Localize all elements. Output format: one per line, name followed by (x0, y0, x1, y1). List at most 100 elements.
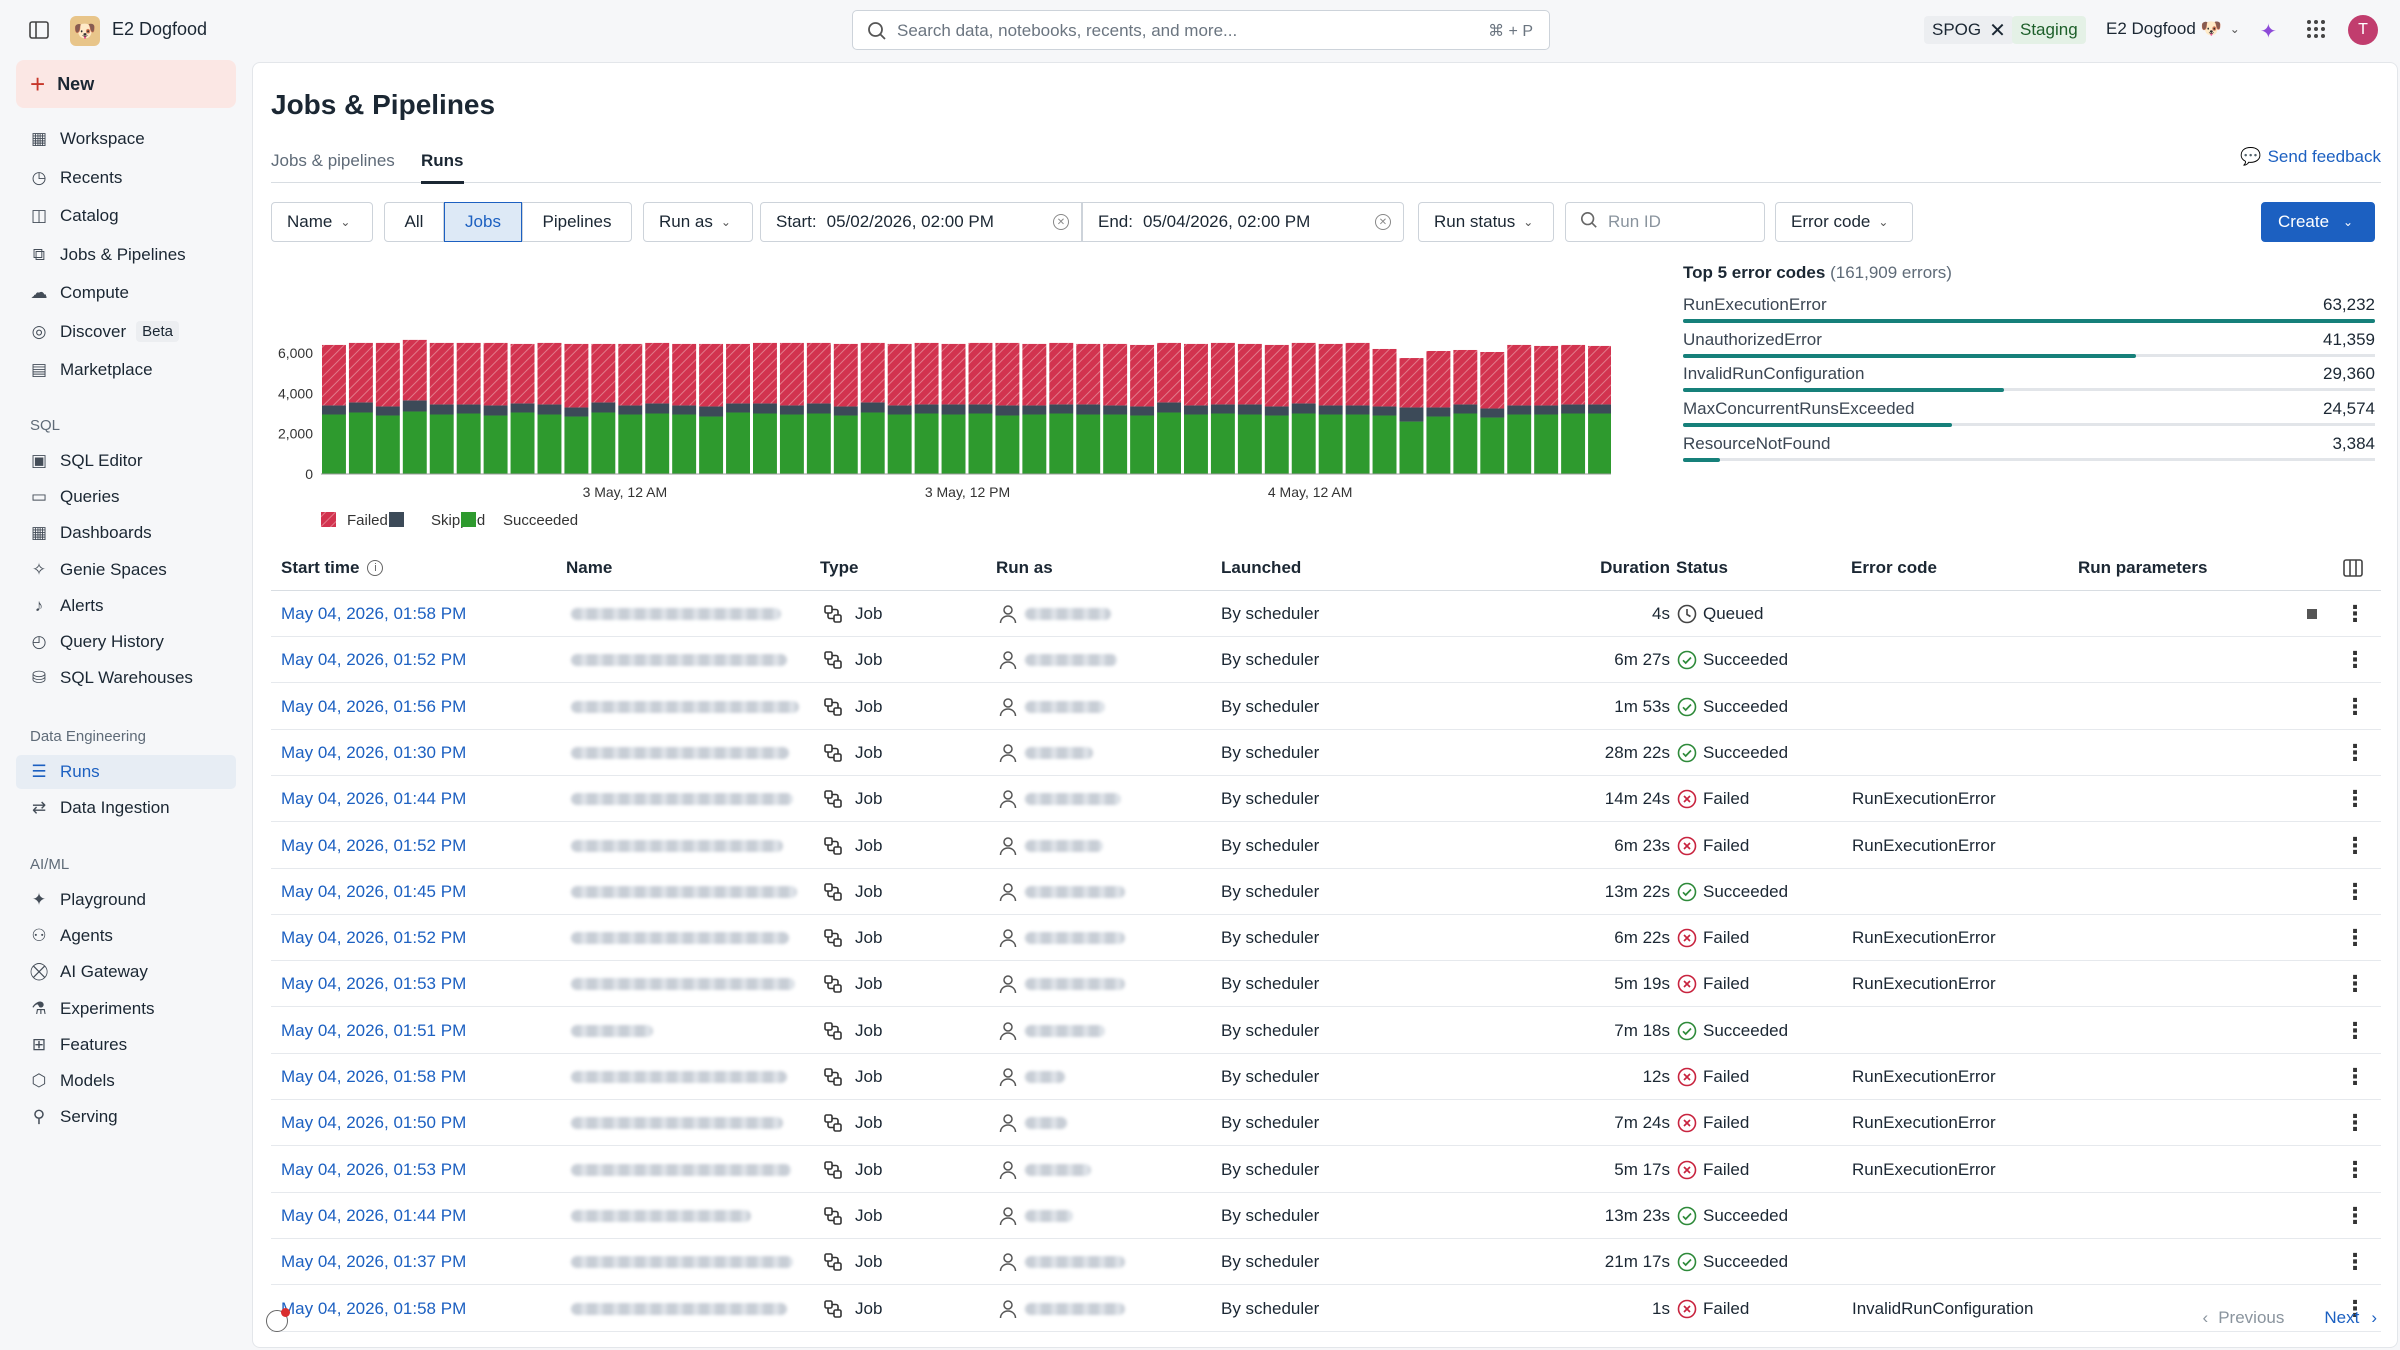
start-time-link[interactable]: May 04, 2026, 01:45 PM (281, 869, 466, 915)
kebab-menu-icon[interactable]: ⋮ (2344, 786, 2366, 812)
bar-skipped[interactable] (1022, 405, 1047, 415)
job-name[interactable] (571, 684, 799, 730)
bar-skipped[interactable] (833, 406, 858, 416)
bar-succeeded[interactable] (1049, 413, 1074, 475)
avatar[interactable]: T (2348, 15, 2378, 45)
run-status-filter[interactable]: Run status ⌄ (1418, 202, 1554, 242)
tab-runs[interactable]: Runs (421, 151, 464, 184)
job-name[interactable] (571, 1100, 783, 1146)
start-time-link[interactable]: May 04, 2026, 01:52 PM (281, 823, 466, 869)
bar-skipped[interactable] (1426, 407, 1451, 417)
bar-succeeded[interactable] (699, 416, 724, 474)
legend-label[interactable]: Succeeded (503, 512, 578, 529)
bar-succeeded[interactable] (806, 413, 831, 475)
col-error-code[interactable]: Error code (1851, 558, 1937, 577)
bar-succeeded[interactable] (645, 413, 670, 475)
sidebar-item-genie-spaces[interactable]: ✧ Genie Spaces (16, 553, 236, 587)
assistant-icon[interactable]: ✦ (2260, 21, 2277, 43)
bar-failed[interactable] (1076, 343, 1101, 405)
bar-failed[interactable] (591, 343, 616, 403)
bar-skipped[interactable] (645, 403, 670, 414)
bar-succeeded[interactable] (618, 414, 643, 474)
bar-failed[interactable] (672, 343, 697, 406)
job-name[interactable] (571, 869, 797, 915)
bar-skipped[interactable] (1453, 404, 1478, 414)
run-id-input[interactable]: Run ID (1565, 202, 1765, 242)
bar-failed[interactable] (833, 343, 858, 407)
bar-failed[interactable] (429, 342, 454, 405)
table-row[interactable]: May 04, 2026, 01:53 PM Job By scheduler 5m … (271, 1147, 2381, 1193)
kebab-menu-icon[interactable]: ⋮ (2344, 1156, 2366, 1182)
sidebar-item-recents[interactable]: ◷ Recents (16, 161, 236, 195)
bar-succeeded[interactable] (1372, 415, 1397, 474)
bar-succeeded[interactable] (429, 414, 454, 474)
start-time-link[interactable]: May 04, 2026, 01:53 PM (281, 1147, 466, 1193)
bar-skipped[interactable] (1345, 405, 1370, 415)
start-time-link[interactable]: May 04, 2026, 01:58 PM (281, 1054, 466, 1100)
bar-failed[interactable] (726, 343, 750, 404)
bar-succeeded[interactable] (1318, 414, 1343, 474)
bar-failed[interactable] (887, 343, 912, 406)
bar-succeeded[interactable] (1264, 415, 1289, 474)
bar-failed[interactable] (618, 343, 643, 406)
bar-failed[interactable] (941, 343, 966, 405)
bar-succeeded[interactable] (914, 413, 939, 475)
bar-skipped[interactable] (375, 406, 400, 416)
job-name[interactable] (571, 1239, 793, 1285)
bar-failed[interactable] (564, 343, 589, 408)
sidebar-item-alerts[interactable]: ♪ Alerts (16, 589, 236, 623)
bar-succeeded[interactable] (1130, 415, 1155, 474)
bar-skipped[interactable] (941, 404, 966, 415)
sidebar-item-serving[interactable]: ⚲ Serving (16, 1100, 236, 1134)
job-name[interactable] (571, 1054, 787, 1100)
bar-skipped[interactable] (591, 402, 616, 413)
table-row[interactable]: May 04, 2026, 01:30 PM Job By scheduler 28m… (271, 730, 2381, 776)
start-time-link[interactable]: May 04, 2026, 01:37 PM (281, 1239, 466, 1285)
table-row[interactable]: May 04, 2026, 01:37 PM Job By scheduler 21m… (271, 1239, 2381, 1286)
global-search[interactable]: Search data, notebooks, recents, and mor… (852, 10, 1550, 50)
bar-failed[interactable] (483, 342, 508, 406)
sidebar-item-workspace[interactable]: ▦ Workspace (16, 122, 236, 156)
table-row[interactable]: May 04, 2026, 01:50 PM Job By scheduler 7m … (271, 1100, 2381, 1147)
error-code-filter[interactable]: Error code ⌄ (1775, 202, 1913, 242)
bar-skipped[interactable] (726, 403, 750, 413)
kebab-menu-icon[interactable]: ⋮ (2344, 1017, 2366, 1043)
col-start-time[interactable]: Start time i (281, 545, 384, 591)
table-row[interactable]: May 04, 2026, 01:45 PM Job By scheduler 13m… (271, 869, 2381, 915)
bar-skipped[interactable] (1184, 405, 1208, 415)
bar-failed[interactable] (1130, 344, 1155, 407)
kebab-menu-icon[interactable]: ⋮ (2344, 693, 2366, 719)
job-name[interactable] (571, 776, 793, 822)
job-name[interactable] (571, 591, 781, 637)
sidebar-item-runs[interactable]: ☰ Runs (16, 755, 236, 789)
bar-skipped[interactable] (537, 404, 562, 415)
sidebar-item-marketplace[interactable]: ▤ Marketplace (16, 353, 236, 387)
next-button[interactable]: Next › (2324, 1308, 2377, 1328)
job-name[interactable] (571, 1193, 751, 1239)
start-time-link[interactable]: May 04, 2026, 01:44 PM (281, 1193, 466, 1239)
bar-succeeded[interactable] (1022, 414, 1047, 474)
bar-succeeded[interactable] (860, 412, 885, 474)
bar-skipped[interactable] (1372, 406, 1397, 416)
table-row[interactable]: May 04, 2026, 01:44 PM Job By scheduler 14m… (271, 776, 2381, 823)
bar-failed[interactable] (537, 342, 562, 405)
start-time-link[interactable]: May 04, 2026, 01:58 PM (281, 591, 466, 637)
clear-icon[interactable]: ✕ (1375, 214, 1391, 230)
error-code-row[interactable]: InvalidRunConfiguration 29,360 (1683, 364, 2375, 394)
start-time-link[interactable]: May 04, 2026, 01:51 PM (281, 1008, 466, 1054)
bar-skipped[interactable] (483, 405, 508, 416)
kebab-menu-icon[interactable]: ⋮ (2344, 878, 2366, 904)
bar-succeeded[interactable] (1561, 413, 1586, 475)
bar-succeeded[interactable] (779, 414, 804, 474)
bar-succeeded[interactable] (322, 414, 346, 474)
bar-failed[interactable] (1210, 342, 1235, 405)
bar-succeeded[interactable] (1534, 414, 1559, 474)
legend-label[interactable]: Failed (347, 512, 388, 529)
bar-succeeded[interactable] (1345, 414, 1370, 474)
bar-succeeded[interactable] (1184, 414, 1208, 474)
bar-succeeded[interactable] (672, 414, 697, 474)
bar-failed[interactable] (1022, 343, 1047, 406)
sidebar-item-jobs-pipelines[interactable]: ⧉ Jobs & Pipelines (16, 238, 236, 272)
table-row[interactable]: May 04, 2026, 01:52 PM Job By scheduler 6m … (271, 637, 2381, 684)
bar-skipped[interactable] (1561, 404, 1586, 414)
